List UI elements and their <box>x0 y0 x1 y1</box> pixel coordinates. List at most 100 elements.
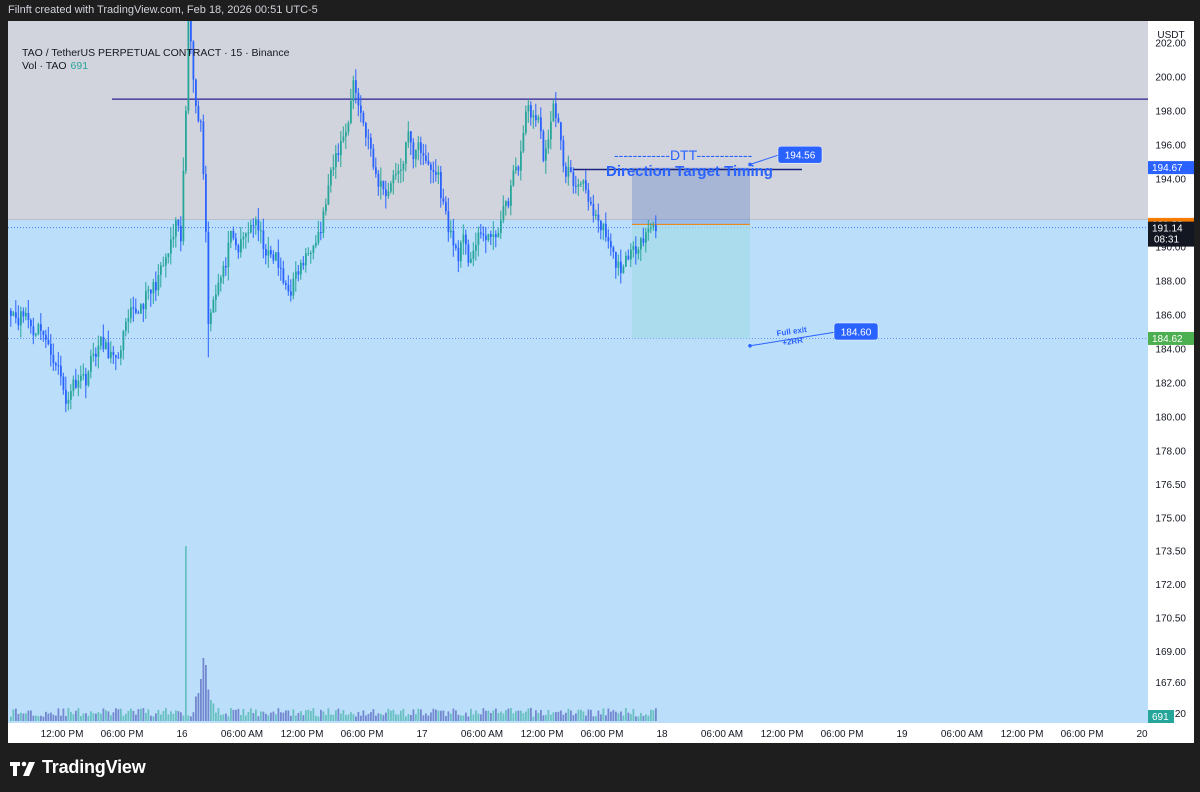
candle-body <box>102 336 105 349</box>
price-tick-label: 173.50 <box>1155 547 1186 558</box>
volume-bar <box>340 713 342 721</box>
volume-bar <box>55 715 57 721</box>
volume-bar <box>180 712 182 721</box>
volume-bar <box>635 716 637 721</box>
candle-body <box>165 257 167 266</box>
candle-body <box>377 173 380 187</box>
frame-right <box>1194 21 1200 743</box>
candle-body <box>257 219 260 231</box>
volume-bar <box>60 715 62 721</box>
volume-bar <box>337 708 340 721</box>
volume-bar <box>355 716 357 721</box>
volume-bar <box>655 708 657 721</box>
target-callout[interactable] <box>777 145 823 164</box>
volume-bar <box>317 716 320 721</box>
volume-bar <box>377 713 380 721</box>
volume-bar <box>362 710 365 721</box>
volume-bar <box>147 709 150 721</box>
time-tick-label: 19 <box>896 729 908 740</box>
stop-callout-anchor <box>748 344 752 348</box>
currency-label[interactable]: USDT <box>1157 30 1184 41</box>
volume-bar <box>445 716 447 721</box>
volume-bar <box>460 715 462 721</box>
candle-body <box>250 224 252 233</box>
candle-body <box>315 242 317 246</box>
candle-body <box>77 380 80 388</box>
volume-bar <box>597 710 600 721</box>
candle-body <box>342 136 345 141</box>
volume-bar <box>515 711 517 721</box>
volume-bar <box>102 708 105 721</box>
volume-bar <box>65 715 67 721</box>
candle-body <box>80 375 82 381</box>
volume-bar <box>145 712 147 721</box>
candle-body <box>372 148 375 168</box>
volume-tag <box>1148 710 1174 723</box>
candle-body <box>552 103 555 122</box>
candle-body <box>217 282 220 295</box>
volume-bar <box>512 713 515 721</box>
long-position-risk-box[interactable] <box>632 224 750 339</box>
candle-body <box>310 252 312 254</box>
volume-bar <box>425 713 427 721</box>
long-position-profit-box[interactable] <box>632 167 750 225</box>
volume-bar <box>415 714 417 721</box>
volume-bar <box>372 709 375 721</box>
candle-body <box>297 271 300 275</box>
stop-callout-label: 184.60 <box>841 328 872 339</box>
volume-bar <box>590 709 592 721</box>
price-chart[interactable]: ------------DTT------------ Direction Ta… <box>8 21 1148 723</box>
candles[interactable] <box>10 21 657 413</box>
candle-body <box>512 170 515 186</box>
volume-bar <box>42 716 45 721</box>
volume-bar <box>617 713 620 721</box>
price-tick-label: 196.00 <box>1155 141 1186 152</box>
volume-bar <box>295 715 297 721</box>
candle-body <box>652 225 655 228</box>
volume-bar <box>367 714 370 721</box>
price-tick-label: 200.00 <box>1155 73 1186 84</box>
candle-body <box>485 235 487 240</box>
volume-bar <box>465 712 467 721</box>
time-scale[interactable]: 12:00 PM 06:00 PM 16 06:00 AM 12:00 PM 06:00 … <box>8 723 1194 743</box>
price-ticks: 204.00202.00200.00198.00196.00194.00190.… <box>1155 5 1186 752</box>
price-scale[interactable]: USDT 204.00202.00200.00198.00196.00194.0… <box>1148 5 1194 752</box>
candle-body <box>195 79 197 106</box>
candle-body <box>357 92 360 106</box>
time-tick-label: 12:00 PM <box>1001 729 1044 740</box>
volume-bar <box>200 679 202 721</box>
volume-bar <box>62 708 65 721</box>
volume-bar <box>410 714 412 721</box>
candle-body <box>465 234 467 245</box>
time-tick-label: 12:00 PM <box>521 729 564 740</box>
price-tick-label: 198.00 <box>1155 107 1186 118</box>
chart-pane[interactable]: ------------DTT------------ Direction Ta… <box>8 21 1148 723</box>
candle-body <box>155 282 157 291</box>
candle-body <box>67 399 70 404</box>
volume-bar <box>577 709 580 721</box>
volume-bar <box>165 708 167 721</box>
volume-bar <box>292 709 295 721</box>
time-tick-label: 12:00 PM <box>761 729 804 740</box>
tradingview-brand[interactable]: TradingView <box>10 757 146 778</box>
time-axis[interactable]: 12:00 PM 06:00 PM 16 06:00 AM 12:00 PM 06:00 … <box>8 723 1194 743</box>
candle-body <box>220 277 222 283</box>
volume-bar <box>240 715 242 721</box>
candle-body <box>95 353 97 357</box>
candle-body <box>105 342 107 349</box>
volume-bar <box>405 716 407 721</box>
candle-body <box>37 324 40 335</box>
volume-bar <box>255 709 257 721</box>
volume-bar <box>345 714 347 721</box>
candle-body <box>460 242 462 262</box>
volume-bar <box>157 710 160 721</box>
volume-value: 691 <box>70 60 89 72</box>
volume-bar <box>485 710 487 721</box>
candle-body <box>400 169 402 171</box>
candle-body <box>172 236 175 240</box>
stop-callout[interactable] <box>833 322 879 341</box>
price-axis[interactable]: USDT 204.00202.00200.00198.00196.00194.0… <box>1148 5 1194 752</box>
candle-body <box>300 262 302 275</box>
candle-body <box>382 180 385 190</box>
candle-body <box>100 336 102 346</box>
